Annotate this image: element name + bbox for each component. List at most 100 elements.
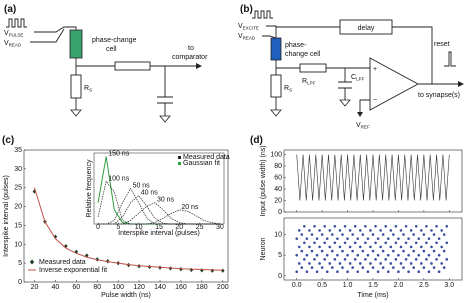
spike	[394, 224, 398, 228]
spike	[346, 270, 349, 274]
spike	[323, 258, 326, 261]
spike	[389, 245, 393, 249]
spike	[402, 233, 405, 236]
symbol: R	[84, 85, 89, 92]
spike	[407, 253, 410, 257]
spike	[371, 249, 375, 253]
legend-swatch	[29, 259, 35, 265]
c-lpf: CLPF	[351, 74, 365, 82]
spike	[341, 249, 344, 253]
spike	[420, 245, 423, 249]
spike	[346, 237, 349, 240]
spike	[422, 266, 426, 269]
spike	[320, 233, 324, 236]
spike	[381, 266, 385, 269]
spike	[445, 224, 449, 228]
legend-swatch	[178, 156, 181, 159]
x-tick-label: 100	[112, 284, 124, 291]
spike	[323, 241, 326, 245]
resistor	[270, 74, 282, 98]
panel-a: (a) VPULSE VREAD phase-change cell RS to…	[4, 4, 208, 123]
spike	[437, 253, 441, 257]
spike	[356, 270, 360, 274]
spike	[392, 233, 395, 236]
series-annotation: 20 ns	[181, 204, 199, 211]
delay-label: delay	[358, 25, 375, 32]
spike	[366, 253, 370, 257]
spike	[389, 229, 393, 232]
spike	[425, 224, 428, 228]
spike	[404, 224, 408, 228]
x-tick-label: 160	[175, 284, 187, 291]
x-tick-label: 120	[133, 284, 145, 291]
y-tick-label: 35	[14, 147, 22, 154]
x-tick-label: 20	[31, 284, 39, 291]
spike	[427, 270, 431, 274]
plot-frame	[23, 149, 229, 283]
spike	[399, 229, 403, 232]
x-tick-label: 10	[135, 224, 143, 231]
spike	[389, 262, 393, 265]
wire	[275, 26, 458, 112]
spike	[333, 258, 337, 261]
spike	[381, 249, 385, 253]
spike	[348, 229, 352, 232]
resistor	[70, 74, 82, 99]
x-tick-label: 200	[217, 284, 229, 291]
spike	[336, 270, 339, 274]
spike	[351, 266, 354, 269]
subscript: REF	[361, 125, 370, 130]
y-tick-label: 20	[14, 204, 22, 211]
series-annotation: 50 ns	[133, 183, 151, 190]
ground	[270, 99, 351, 117]
spike	[430, 229, 433, 232]
y-tick-label: 30	[14, 166, 22, 173]
spike	[412, 233, 415, 236]
y-tick-label: 20	[274, 198, 282, 205]
spike	[414, 224, 418, 228]
y-axis-label: Neuron	[260, 237, 267, 260]
spike	[379, 245, 382, 249]
spike	[427, 253, 431, 257]
spike	[369, 262, 372, 265]
spike	[369, 229, 372, 232]
plus: +	[373, 66, 377, 73]
y-tick-label: 80	[274, 163, 282, 170]
x-tick-label: 0.0	[292, 282, 302, 289]
spike	[338, 229, 342, 232]
y-tick-label: 0	[278, 273, 282, 280]
spike	[325, 270, 329, 274]
x-tick-label: 5	[116, 224, 120, 231]
spike	[425, 241, 428, 245]
subscript: EXCITE	[243, 26, 259, 31]
spike	[430, 245, 433, 249]
y-tick-label: 25	[14, 185, 22, 192]
spike	[297, 245, 301, 249]
spike	[343, 258, 347, 261]
distribution-line	[98, 209, 220, 225]
spike	[394, 241, 398, 245]
spike	[384, 258, 388, 261]
spike	[445, 241, 449, 245]
target-label: comparator	[172, 54, 208, 61]
spike	[379, 262, 382, 265]
legend-label: Measured data	[39, 259, 86, 266]
spike	[331, 233, 334, 236]
spike	[310, 266, 314, 269]
reset-label: reset	[434, 41, 450, 48]
spike	[356, 253, 360, 257]
legend-label: Gaussian fit	[183, 160, 220, 167]
subscript: READ	[9, 43, 22, 48]
spike	[420, 262, 423, 265]
input-line	[296, 154, 450, 201]
spike	[442, 266, 446, 269]
x-tick-label: 2.0	[394, 282, 404, 289]
spike	[303, 241, 306, 245]
spike	[310, 249, 314, 253]
y-tick-label: 10	[274, 232, 282, 239]
spike	[313, 224, 316, 228]
panel-label: (b)	[240, 4, 253, 15]
spike	[325, 253, 329, 257]
spike	[384, 224, 388, 228]
x-tick-label: 15	[155, 224, 163, 231]
